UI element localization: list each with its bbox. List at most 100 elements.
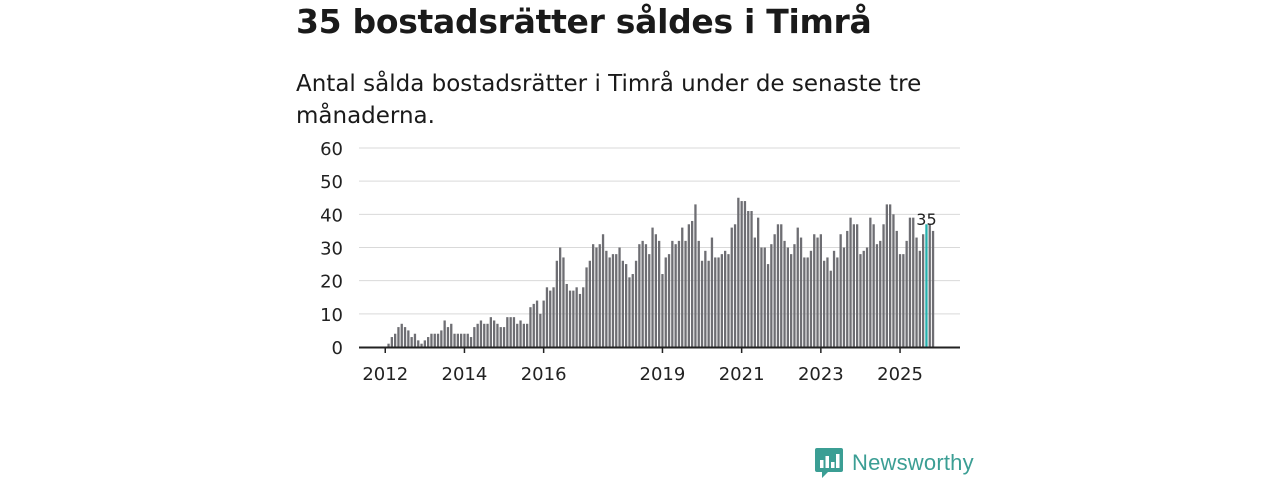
bar <box>403 327 407 347</box>
bar <box>433 333 436 347</box>
bar <box>724 250 727 347</box>
bar <box>394 333 397 347</box>
y-tick-label: 0 <box>332 338 343 359</box>
bar <box>400 323 403 347</box>
bar <box>737 197 740 347</box>
bar <box>489 317 492 347</box>
bar <box>664 257 667 347</box>
bar <box>440 330 443 347</box>
bar <box>535 300 539 347</box>
bar <box>417 340 420 347</box>
bar <box>856 224 859 347</box>
bar <box>496 323 499 347</box>
bar <box>770 244 773 347</box>
bar <box>592 244 595 347</box>
highlight-bar <box>925 224 928 347</box>
x-tick-label: 2023 <box>798 364 844 385</box>
bar <box>486 323 489 347</box>
bar <box>931 230 935 347</box>
bar <box>714 257 717 347</box>
bar <box>740 201 743 347</box>
bar <box>436 333 440 347</box>
bar <box>555 260 558 347</box>
bar <box>397 327 400 347</box>
bar <box>813 234 816 347</box>
bar <box>601 234 605 347</box>
bar <box>727 254 730 347</box>
bar <box>922 234 925 347</box>
bar <box>915 237 918 347</box>
bar <box>456 333 459 347</box>
bar <box>651 227 654 347</box>
bar <box>568 290 572 347</box>
bar <box>499 327 502 347</box>
bar <box>572 290 575 347</box>
bar <box>529 307 532 347</box>
bar <box>885 204 888 347</box>
bar <box>598 244 601 347</box>
bar <box>634 260 638 347</box>
chart-subtitle: Antal sålda bostadsrätter i Timrå under … <box>296 71 922 129</box>
bar <box>661 274 664 347</box>
bar <box>796 227 799 347</box>
bar <box>832 250 836 347</box>
bar <box>869 217 872 347</box>
bar <box>681 227 684 347</box>
bar <box>407 330 410 347</box>
bar <box>611 254 615 347</box>
y-tick-label: 30 <box>320 239 343 260</box>
bar <box>710 237 714 347</box>
bar <box>836 257 839 347</box>
bar <box>578 293 582 347</box>
bar <box>730 227 733 347</box>
bar <box>387 343 390 347</box>
newsworthy-logo-icon <box>815 448 843 478</box>
bar <box>773 234 776 347</box>
bar <box>790 254 793 347</box>
bar <box>684 240 687 347</box>
bar <box>829 270 832 347</box>
bar <box>450 323 453 347</box>
bar <box>559 247 562 347</box>
bar <box>918 250 921 347</box>
bar <box>582 287 585 347</box>
x-tick-label: 2014 <box>442 364 488 385</box>
x-tick-label: 2025 <box>877 364 923 385</box>
bar <box>390 337 393 347</box>
bar <box>905 240 908 347</box>
bar <box>809 250 813 347</box>
bar <box>628 277 631 347</box>
bar <box>539 313 542 347</box>
bar <box>826 257 829 347</box>
bar <box>697 240 700 347</box>
bar <box>516 323 519 347</box>
bar <box>413 333 417 347</box>
bar <box>895 230 898 347</box>
bar <box>443 320 446 347</box>
y-tick-label: 50 <box>320 172 343 193</box>
bar <box>595 247 598 347</box>
brand-name: Newsworthy <box>852 450 974 475</box>
bar <box>608 257 611 347</box>
x-tick-label: 2019 <box>640 364 686 385</box>
bar <box>872 224 875 347</box>
bar <box>446 327 450 347</box>
bar <box>780 224 783 347</box>
bar <box>852 224 855 347</box>
bar <box>819 234 822 347</box>
bar <box>912 217 915 347</box>
bar <box>654 234 657 347</box>
bar <box>667 254 671 347</box>
bar <box>865 247 869 347</box>
bar <box>615 254 618 347</box>
bar <box>760 247 763 347</box>
bar <box>502 327 506 347</box>
bar <box>889 204 892 347</box>
bar <box>898 254 902 347</box>
bar <box>509 317 512 347</box>
x-tick-label: 2012 <box>362 364 408 385</box>
bar <box>605 250 608 347</box>
bar <box>747 211 750 347</box>
bar <box>902 254 905 347</box>
bar <box>849 217 852 347</box>
